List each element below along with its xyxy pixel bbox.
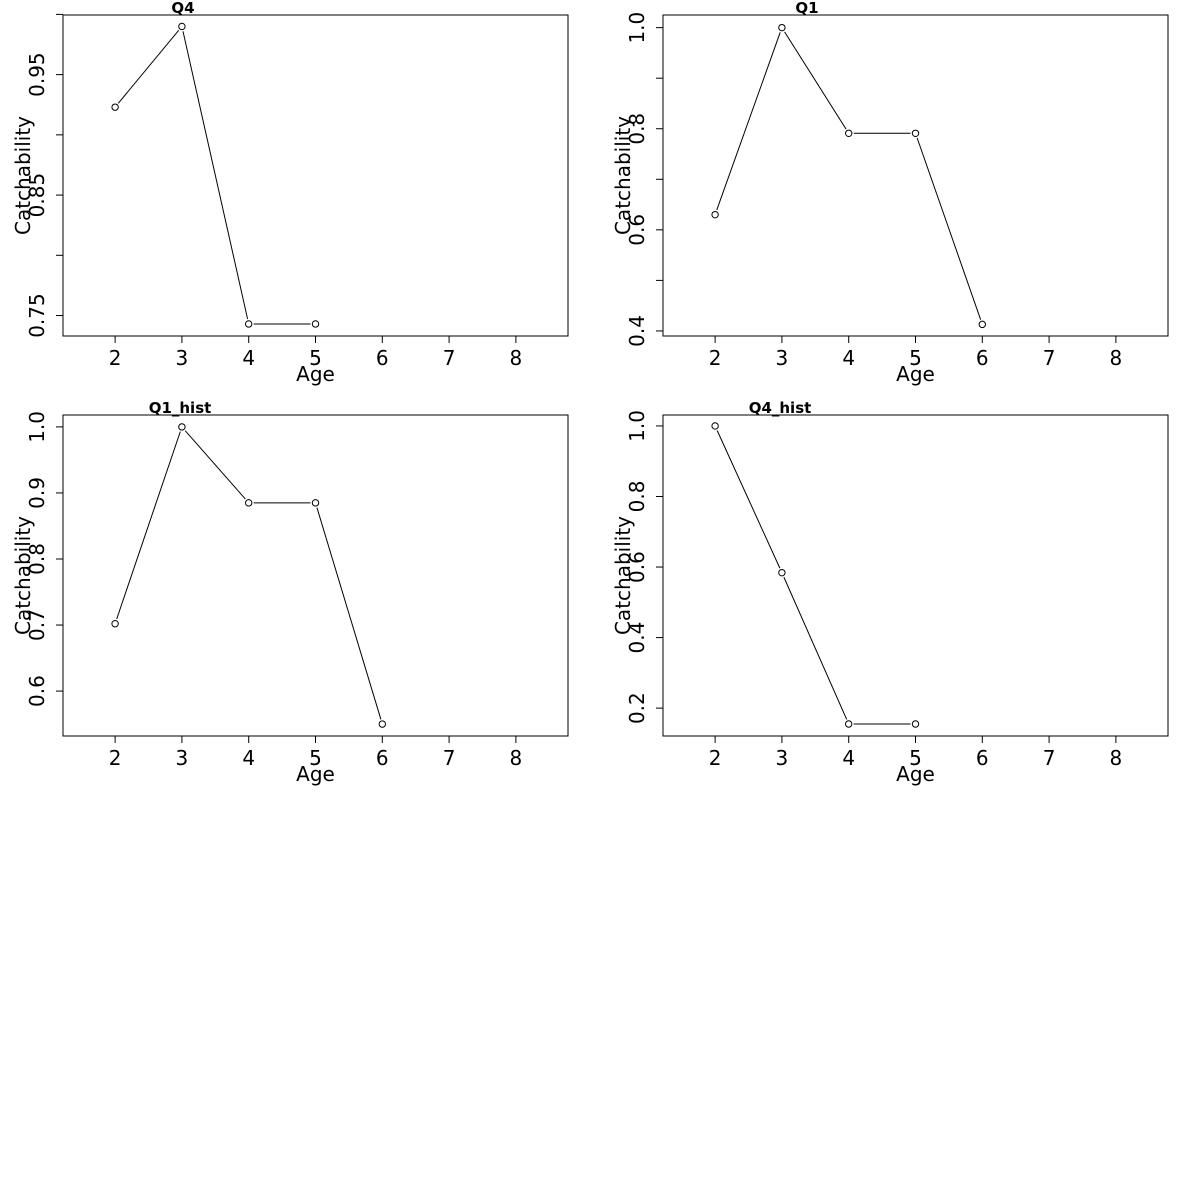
x-tick-label: 2 [709, 746, 722, 770]
x-tick-label: 5 [309, 746, 322, 770]
x-axis-label: Age [296, 762, 335, 786]
y-tick-label: 0.8 [625, 113, 649, 145]
y-tick-label: 0.6 [25, 675, 49, 707]
y-tick-label: 0.8 [25, 543, 49, 575]
x-tick-label: 4 [842, 346, 855, 370]
y-tick-label: 0.75 [25, 293, 49, 338]
series-line-segment [716, 430, 781, 569]
chart-panel-2: 2 3 4 5 6 7 8 0.4 0.6 0.8 1.0 Age Catchability Q1 [611, 0, 1169, 386]
series-line-segment [316, 507, 382, 720]
data-point [845, 129, 853, 137]
x-tick-label: 5 [909, 346, 922, 370]
x-tick-label: 3 [176, 346, 189, 370]
series-line-segment [117, 29, 180, 104]
data-point [311, 499, 320, 507]
data-point [845, 720, 853, 728]
x-tick-label: 4 [842, 746, 855, 770]
x-tick-label: 2 [109, 746, 122, 770]
chart-panel-4: 2 3 4 5 6 7 8 0.2 0.4 0.6 0.8 1.0 Age Catchability Q4_… [611, 399, 1169, 786]
y-tick-label: 0.4 [625, 315, 649, 347]
y-tick-label: 0.8 [625, 481, 649, 513]
series-line-segment [784, 31, 847, 130]
x-tick-label: 5 [909, 746, 922, 770]
plot-frame [662, 14, 1169, 337]
y-axis-label: Catchability [611, 516, 635, 635]
data-point [778, 568, 786, 577]
x-tick-label: 6 [976, 746, 989, 770]
x-tick-label: 7 [1043, 346, 1056, 370]
series-line-segment [116, 431, 181, 620]
y-tick-label: 1.0 [25, 411, 49, 443]
x-tick-label: 8 [1110, 346, 1123, 370]
panel-title: Q4 [171, 0, 194, 17]
y-tick-label: 1.0 [625, 410, 649, 442]
data-point [711, 422, 719, 430]
x-tick-label: 3 [776, 746, 789, 770]
x-tick-label: 3 [176, 746, 189, 770]
y-axis-label: Catchability [611, 116, 635, 235]
x-tick-label: 8 [1110, 746, 1123, 770]
series-line-segment [182, 31, 249, 320]
x-tick-label: 8 [510, 346, 523, 370]
y-tick-label: 0.6 [625, 551, 649, 583]
x-tick-label: 4 [242, 746, 255, 770]
x-tick-label: 8 [510, 746, 523, 770]
y-tick-label: 0.2 [625, 692, 649, 724]
data-point [911, 129, 920, 137]
x-tick-label: 2 [109, 346, 122, 370]
y-tick-label: 1.0 [625, 12, 649, 44]
x-tick-label: 6 [376, 346, 389, 370]
x-tick-label: 5 [309, 346, 322, 370]
chart-panel-1: 2 3 4 5 6 7 8 0.75 0.85 0.95 Age Catchability Q4 [11, 0, 569, 386]
data-point [178, 423, 186, 431]
data-point [111, 103, 119, 111]
x-axis-label: Age [896, 762, 935, 786]
data-point [711, 210, 719, 219]
plot-frame [662, 414, 1169, 737]
data-point [245, 320, 253, 328]
data-point [378, 720, 386, 728]
data-point [778, 23, 786, 32]
x-tick-label: 4 [242, 346, 255, 370]
data-point [178, 22, 186, 31]
plot-frame [62, 414, 569, 737]
y-axis-label: Catchability [11, 116, 35, 235]
data-point [311, 320, 320, 328]
x-tick-label: 6 [376, 746, 389, 770]
x-tick-label: 2 [709, 346, 722, 370]
chart-panel-3: 2 3 4 5 6 7 8 0.6 0.7 0.8 0.9 1.0 Age Catchability Q1_… [11, 399, 569, 786]
data-point [911, 720, 920, 728]
series-line-segment [716, 32, 781, 211]
y-tick-label: 0.4 [625, 622, 649, 654]
x-tick-label: 7 [1043, 746, 1056, 770]
data-point [111, 620, 119, 628]
y-axis-label: Catchability [11, 516, 35, 635]
y-tick-label: 0.85 [25, 173, 49, 218]
series-line-segment [184, 430, 246, 500]
panel-title: Q1 [795, 0, 818, 17]
x-tick-label: 7 [443, 346, 456, 370]
y-tick-label: 0.95 [25, 52, 49, 97]
x-axis-label: Age [296, 362, 335, 386]
plot-frame [62, 14, 569, 337]
x-tick-label: 7 [443, 746, 456, 770]
x-axis-label: Age [896, 362, 935, 386]
y-tick-label: 0.6 [625, 214, 649, 246]
x-tick-label: 3 [776, 346, 789, 370]
y-tick-label: 0.9 [25, 477, 49, 509]
panel-title: Q1_hist [149, 399, 212, 417]
series-line-segment [783, 577, 848, 720]
data-point [978, 320, 986, 329]
data-point [245, 499, 253, 507]
panel-title: Q4_hist [749, 399, 812, 417]
y-tick-label: 0.7 [25, 609, 49, 641]
series-line-segment [916, 137, 982, 320]
x-tick-label: 6 [976, 346, 989, 370]
